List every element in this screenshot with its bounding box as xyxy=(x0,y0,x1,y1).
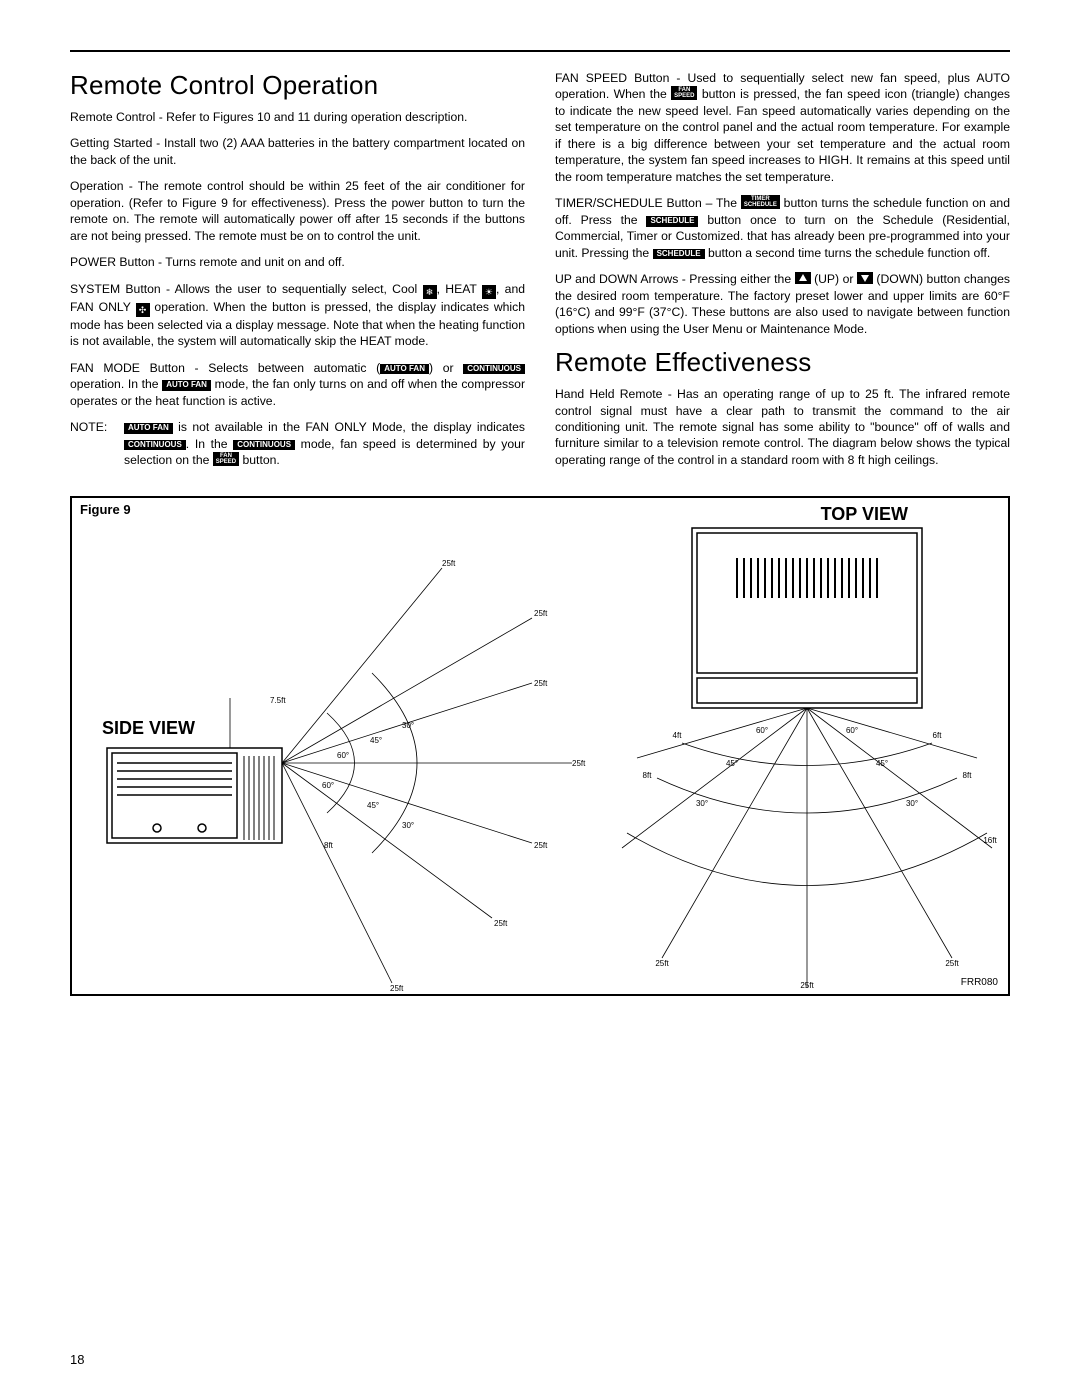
text: button is pressed, the fan speed icon (t… xyxy=(555,87,1010,183)
text: operation. In the xyxy=(70,377,162,391)
svg-text:16ft: 16ft xyxy=(983,836,997,845)
para-timer-schedule-button: TIMER/SCHEDULE Button – The TIMERSCHEDUL… xyxy=(555,195,1010,261)
svg-text:25ft: 25ft xyxy=(534,841,548,850)
fanspeed-label: FANSPEED xyxy=(671,86,697,100)
para-system-button: SYSTEM Button - Allows the user to seque… xyxy=(70,281,525,350)
svg-text:8ft: 8ft xyxy=(324,841,334,850)
svg-text:25ft: 25ft xyxy=(945,959,959,968)
continuous-label: CONTINUOUS xyxy=(124,440,186,451)
svg-text:8ft: 8ft xyxy=(963,771,973,780)
continuous-label: CONTINUOUS xyxy=(233,440,295,451)
svg-text:45°: 45° xyxy=(726,759,738,768)
text: TIMER/SCHEDULE Button – The xyxy=(555,196,741,210)
text: button. xyxy=(239,453,280,467)
text: UP and DOWN Arrows - Pressing either the xyxy=(555,272,795,286)
note-block: NOTE: AUTO FAN is not available in the F… xyxy=(70,419,525,468)
note-body: AUTO FAN is not available in the FAN ONL… xyxy=(124,419,525,468)
svg-text:60°: 60° xyxy=(756,726,768,735)
left-column: Remote Control Operation Remote Control … xyxy=(70,70,525,478)
svg-text:8ft: 8ft xyxy=(643,771,653,780)
up-arrow-icon xyxy=(795,272,811,284)
text: is not available in the FAN ONLY Mode, t… xyxy=(173,420,525,434)
down-arrow-icon xyxy=(857,272,873,284)
text: (UP) or xyxy=(811,272,857,286)
para-remote-control: Remote Control - Refer to Figures 10 and… xyxy=(70,109,525,125)
text: . In the xyxy=(186,437,233,451)
para-power-button: POWER Button - Turns remote and unit on … xyxy=(70,254,525,270)
svg-text:25ft: 25ft xyxy=(800,981,814,990)
svg-text:30°: 30° xyxy=(402,821,414,830)
svg-text:7.5ft: 7.5ft xyxy=(270,696,286,705)
heading-remote-operation: Remote Control Operation xyxy=(70,70,525,101)
text: FAN MODE Button - Selects between automa… xyxy=(70,361,380,375)
timerschedule-label: TIMERSCHEDULE xyxy=(741,195,780,209)
continuous-label: CONTINUOUS xyxy=(463,364,525,375)
figure-9: Figure 9 TOP VIEW SIDE VIEW FRR080 xyxy=(70,496,1010,996)
autofan-label: AUTO FAN xyxy=(124,423,173,434)
para-hand-held-remote: Hand Held Remote - Has an operating rang… xyxy=(555,386,1010,468)
autofan-label: AUTO FAN xyxy=(380,364,429,375)
svg-text:25ft: 25ft xyxy=(655,959,669,968)
para-getting-started: Getting Started - Install two (2) AAA ba… xyxy=(70,135,525,168)
svg-text:25ft: 25ft xyxy=(572,759,586,768)
svg-text:25ft: 25ft xyxy=(494,919,508,928)
svg-text:30°: 30° xyxy=(906,799,918,808)
schedule-label: SCHEDULE xyxy=(653,249,705,260)
page-number: 18 xyxy=(70,1352,84,1367)
heading-remote-effectiveness: Remote Effectiveness xyxy=(555,347,1010,378)
fan-icon: ✣ xyxy=(136,303,150,317)
svg-text:45°: 45° xyxy=(367,801,379,810)
svg-text:25ft: 25ft xyxy=(442,559,456,568)
svg-text:6ft: 6ft xyxy=(933,731,943,740)
figure-diagram: 4ft 6ft 8ft 8ft 16ft 25ft 25ft 25ft 60° 6… xyxy=(72,498,1008,994)
svg-text:45°: 45° xyxy=(876,759,888,768)
svg-text:60°: 60° xyxy=(337,751,349,760)
content-columns: Remote Control Operation Remote Control … xyxy=(70,70,1010,478)
para-operation: Operation - The remote control should be… xyxy=(70,178,525,244)
para-up-down-arrows: UP and DOWN Arrows - Pressing either the… xyxy=(555,271,1010,337)
svg-text:60°: 60° xyxy=(322,781,334,790)
svg-text:60°: 60° xyxy=(846,726,858,735)
text: button a second time turns the schedule … xyxy=(705,246,991,260)
heat-icon: ☀ xyxy=(482,285,496,299)
fanspeed-label: FANSPEED xyxy=(213,452,239,466)
text: SYSTEM Button - Allows the user to seque… xyxy=(70,282,423,296)
note-label: NOTE: xyxy=(70,419,124,468)
para-fan-speed-button: FAN SPEED Button - Used to sequentially … xyxy=(555,70,1010,185)
autofan-label: AUTO FAN xyxy=(162,380,211,391)
schedule-label: SCHEDULE xyxy=(646,216,698,227)
svg-text:45°: 45° xyxy=(370,736,382,745)
svg-text:25ft: 25ft xyxy=(534,679,548,688)
text: , HEAT xyxy=(437,282,482,296)
svg-text:25ft: 25ft xyxy=(390,984,404,993)
svg-text:30°: 30° xyxy=(402,721,414,730)
top-rule xyxy=(70,50,1010,52)
text: ) or xyxy=(429,361,463,375)
cool-icon: ❄ xyxy=(423,285,437,299)
right-column: FAN SPEED Button - Used to sequentially … xyxy=(555,70,1010,478)
svg-text:25ft: 25ft xyxy=(534,609,548,618)
svg-text:4ft: 4ft xyxy=(673,731,683,740)
svg-text:30°: 30° xyxy=(696,799,708,808)
para-fan-mode-button: FAN MODE Button - Selects between automa… xyxy=(70,360,525,409)
